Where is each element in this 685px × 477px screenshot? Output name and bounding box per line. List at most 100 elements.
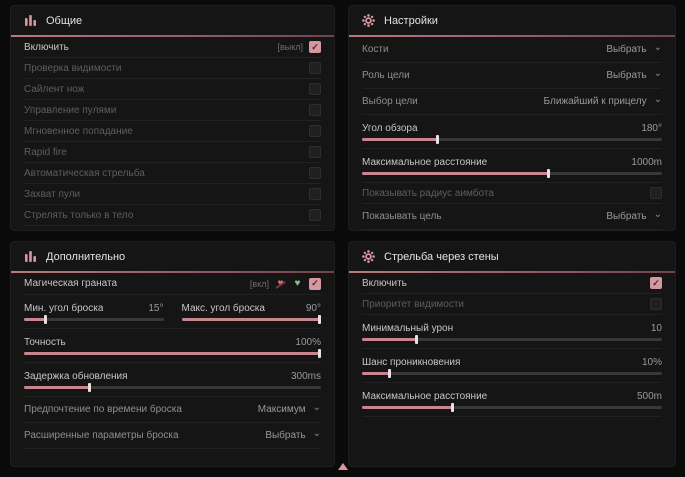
- slider[interactable]: [24, 382, 321, 392]
- row-label: Кости: [362, 44, 389, 55]
- slider[interactable]: [24, 314, 164, 324]
- checkbox[interactable]: ✓: [650, 277, 662, 289]
- sliders-icon: [25, 251, 36, 262]
- panel-general-body: Включить [выкл] ✓ Проверка видимости Сайлент…: [11, 37, 334, 230]
- row-label: Роль цели: [362, 70, 410, 81]
- dropdown-value: Ближайший к прицелу: [543, 96, 647, 107]
- row-label: Выбор цели: [362, 96, 418, 107]
- slider[interactable]: [362, 368, 662, 378]
- panel-title: Настройки: [384, 14, 438, 27]
- dropdown-value: Выбрать: [606, 211, 647, 222]
- slider[interactable]: [362, 168, 662, 178]
- panel-additional-body: Магическая граната [вкл] ♥ ♥ ✓ Мин. угол брос…: [11, 273, 334, 466]
- checkbox[interactable]: [309, 104, 321, 116]
- row-rapid-fire: Rapid fire: [24, 142, 321, 163]
- row-минимальный-урон: Минимальный урон 10: [362, 315, 662, 349]
- row-расширенные-параметры-броска: Расширенные параметры броска Выбрать ⌄: [24, 423, 321, 449]
- slider[interactable]: [362, 334, 662, 344]
- row-управление-пулями: Управление пулями: [24, 100, 321, 121]
- dropdown[interactable]: Выбрать ⌄: [606, 208, 662, 222]
- row-шанс-проникновения: Шанс проникновения 10%: [362, 349, 662, 383]
- checkbox[interactable]: [309, 62, 321, 74]
- checkbox[interactable]: [309, 125, 321, 137]
- slider-value: 500m: [636, 390, 662, 402]
- slider-handle[interactable]: [415, 334, 418, 344]
- slider-handle[interactable]: [88, 382, 92, 392]
- row-угол-обзора: Угол обзора 180°: [362, 115, 662, 149]
- row-показывать-цель: Показывать цель Выбрать ⌄: [362, 204, 662, 230]
- sliders-icon: [25, 15, 36, 26]
- checkbox[interactable]: [309, 209, 321, 221]
- heart-check-icon[interactable]: ♥: [294, 277, 301, 289]
- row-label: Управление пулями: [24, 104, 117, 116]
- checkbox[interactable]: ✓: [309, 277, 321, 290]
- dropdown-value: Выбрать: [606, 44, 647, 55]
- dropdown[interactable]: Ближайший к прицелу ⌄: [543, 94, 662, 107]
- checkbox[interactable]: [309, 83, 321, 95]
- chevron-down-icon: ⌄: [653, 41, 662, 53]
- row-точность: Точность 100%: [24, 329, 321, 363]
- row-мин-угол-броска: Мин. угол броска 15°: [24, 295, 164, 328]
- dropdown[interactable]: Выбрать ⌄: [265, 427, 321, 441]
- row-label: Предпочтение по времени броска: [24, 404, 182, 415]
- row-проверка-видимости: Проверка видимости: [24, 58, 321, 79]
- slider-fill: [362, 337, 416, 341]
- chevron-down-icon: ⌄: [312, 427, 321, 439]
- heart-slash-icon[interactable]: ♥: [275, 278, 286, 289]
- row-label: Мин. угол броска: [24, 302, 104, 314]
- chevron-down-icon: ⌄: [653, 67, 662, 79]
- row-задержка-обновления: Задержка обновления 300ms: [24, 363, 321, 397]
- dropdown-value: Выбрать: [606, 70, 647, 81]
- slider-label-row: Минимальный урон 10: [362, 323, 662, 334]
- panel-general-header: Общие: [11, 6, 334, 35]
- checkbox[interactable]: ✓: [309, 41, 321, 53]
- panel-wallbang: Стрельба через стены Включить ✓ Приоритет …: [348, 241, 676, 467]
- row-label: Показывать цель: [362, 211, 442, 222]
- slider-label-row: Мин. угол броска 15°: [24, 303, 164, 314]
- checkbox[interactable]: [650, 187, 662, 199]
- slider-handle[interactable]: [318, 314, 321, 324]
- slider-fill: [181, 317, 321, 321]
- slider[interactable]: [362, 402, 662, 412]
- dropdown-value: Максимум: [257, 404, 306, 415]
- row-label: Проверка видимости: [24, 62, 122, 74]
- slider[interactable]: [362, 134, 662, 144]
- row-controls: [650, 187, 662, 199]
- slider-handle[interactable]: [547, 168, 550, 178]
- panel-general: Общие Включить [выкл] ✓ Проверка видимости С…: [10, 5, 335, 231]
- checkbox[interactable]: [309, 146, 321, 158]
- slider-handle[interactable]: [43, 314, 47, 324]
- row-controls: [309, 83, 321, 95]
- row-включить: Включить ✓: [362, 273, 662, 294]
- header-divider: [11, 35, 334, 37]
- slider-value: 15°: [148, 302, 164, 314]
- row-controls: [309, 146, 321, 158]
- panel-title: Стрельба через стены: [384, 250, 499, 263]
- slider[interactable]: [24, 348, 321, 358]
- row-сайлент-нож: Сайлент нож: [24, 79, 321, 100]
- panel-settings-body: Кости Выбрать ⌄ Роль цели Выбрать ⌄ Выбор цели…: [349, 37, 675, 230]
- checkbox[interactable]: [650, 298, 662, 310]
- slider-label-row: Точность 100%: [24, 337, 321, 348]
- checkbox[interactable]: [309, 188, 321, 200]
- slider[interactable]: [181, 314, 321, 324]
- checkbox[interactable]: [309, 167, 321, 179]
- slider-handle[interactable]: [318, 348, 321, 358]
- dropdown[interactable]: Максимум ⌄: [257, 401, 321, 415]
- dropdown[interactable]: Выбрать ⌄: [606, 41, 662, 55]
- chevron-down-icon: ⌄: [312, 401, 321, 413]
- slider-handle[interactable]: [451, 402, 454, 412]
- row-label: Максимальное расстояние: [362, 156, 488, 168]
- row-controls: [650, 298, 662, 310]
- slider-handle[interactable]: [388, 368, 391, 378]
- row-label: Включить: [24, 41, 69, 53]
- dropdown[interactable]: Выбрать ⌄: [606, 67, 662, 81]
- row-мгновенное-попадание: Мгновенное попадание: [24, 121, 321, 142]
- row-приоритет-видимости: Приоритет видимости: [362, 294, 662, 315]
- row-label: Rapid fire: [24, 146, 67, 158]
- row-label: Шанс проникновения: [362, 356, 461, 368]
- chevron-down-icon: ⌄: [653, 208, 662, 220]
- slider-fill: [362, 137, 437, 141]
- panel-title: Общие: [46, 14, 83, 27]
- slider-handle[interactable]: [436, 134, 439, 144]
